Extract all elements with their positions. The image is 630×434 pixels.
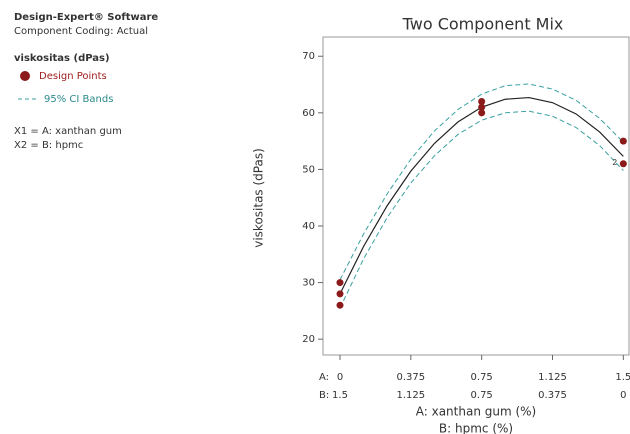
design-point xyxy=(478,103,486,111)
x-tick-label: 1.125 xyxy=(538,372,567,383)
design-point xyxy=(478,109,486,117)
fit-line xyxy=(339,96,624,295)
ci-lower xyxy=(339,110,624,309)
y-tick-label: 60 xyxy=(302,108,315,119)
plot-frame xyxy=(322,36,630,356)
design-point xyxy=(336,279,344,287)
x-tick-label: 0 xyxy=(337,372,343,383)
x2-tick-label: 1.125 xyxy=(397,390,426,401)
x-tick-label: 0.75 xyxy=(471,372,493,383)
x-axis-label: A: xanthan gum (%) xyxy=(416,405,537,419)
chart-title: Two Component Mix xyxy=(402,15,564,34)
x2-tick-label: 1.5 xyxy=(332,390,348,401)
response-name: viskositas (dPas) xyxy=(14,53,110,64)
y-axis-label: viskositas (dPas) xyxy=(252,148,266,248)
design-point xyxy=(619,137,627,145)
x2-row-prefix: B: xyxy=(319,390,329,401)
design-point xyxy=(619,160,627,168)
coding-note: Component Coding: Actual xyxy=(14,26,148,37)
x-tick-label: 0.375 xyxy=(397,372,426,383)
factor-note: X1 = A: xanthan gum xyxy=(14,126,122,137)
y-tick-label: 40 xyxy=(302,221,315,232)
factor-note: X2 = B: hpmc xyxy=(14,140,83,151)
y-tick-label: 20 xyxy=(302,334,315,345)
y-tick-label: 50 xyxy=(302,164,315,175)
design-point xyxy=(478,98,486,106)
design-point xyxy=(336,301,344,309)
y-tick-label: 70 xyxy=(302,51,315,62)
point-count-label: 2 xyxy=(612,158,617,167)
legend-label: 95% CI Bands xyxy=(44,94,113,105)
design-point xyxy=(336,290,344,298)
software-name: Design-Expert® Software xyxy=(14,12,158,23)
legend-label: Design Points xyxy=(39,71,107,82)
ci-upper xyxy=(339,83,624,280)
x2-axis-label: B: hpmc (%) xyxy=(439,422,513,434)
x-tick-label: 1.5 xyxy=(615,372,630,383)
x2-tick-label: 0.75 xyxy=(471,390,493,401)
legend-point-symbol xyxy=(20,71,30,81)
x2-tick-label: 0.375 xyxy=(538,390,567,401)
y-tick-label: 30 xyxy=(302,278,315,289)
x-row-prefix: A: xyxy=(319,372,329,383)
x2-tick-label: 0 xyxy=(620,390,626,401)
